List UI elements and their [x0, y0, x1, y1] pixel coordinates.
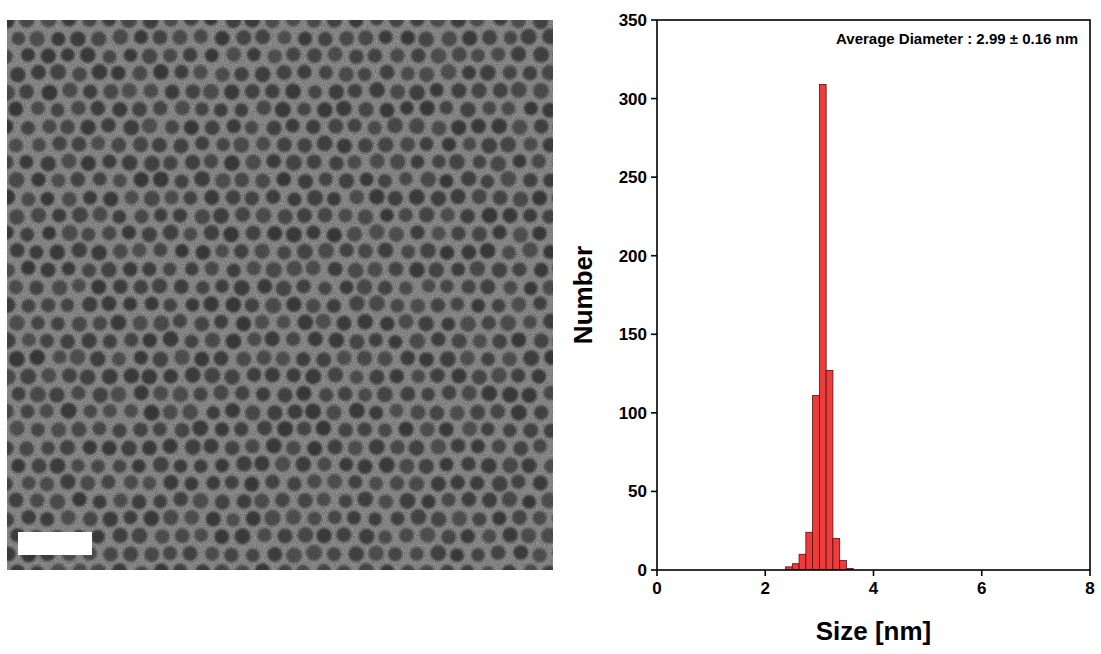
x-axis-title: Size [nm]: [816, 616, 932, 646]
y-tick: [651, 569, 657, 571]
x-tick-label: 8: [1085, 579, 1094, 598]
x-tick-label: 2: [761, 579, 770, 598]
histogram-bar: [840, 561, 847, 570]
plot-frame: [657, 20, 1090, 570]
x-tick: [873, 570, 875, 576]
y-tick: [651, 19, 657, 21]
y-tick-label: 0: [638, 561, 647, 580]
y-tick-label: 350: [619, 11, 647, 30]
y-tick: [651, 255, 657, 257]
y-tick-label: 50: [628, 482, 647, 501]
y-tick-label: 300: [619, 90, 647, 109]
tem-background: [7, 20, 553, 570]
x-tick: [981, 570, 983, 576]
y-tick: [651, 491, 657, 493]
histogram-bar: [813, 396, 820, 570]
y-tick: [651, 176, 657, 178]
histogram-bar: [792, 564, 799, 570]
y-tick: [651, 98, 657, 100]
figure: 0 50 100 150 200 250 300 350 0 2 4 6 8 Size [nm] Numbe…: [0, 0, 1101, 654]
x-tick-label: 6: [977, 579, 986, 598]
y-tick-label: 100: [619, 404, 647, 423]
y-tick: [651, 412, 657, 414]
y-tick-label: 250: [619, 168, 647, 187]
particles: [7, 20, 553, 570]
histogram-bar: [826, 370, 833, 570]
histogram-bar: [806, 532, 813, 570]
x-tick: [1089, 570, 1091, 576]
histogram-bar: [799, 554, 806, 570]
tem-image: [7, 20, 553, 570]
y-tick-label: 200: [619, 247, 647, 266]
x-tick-label: 4: [869, 579, 879, 598]
x-tick: [656, 570, 658, 576]
histogram-bar: [819, 84, 826, 570]
y-tick: [651, 333, 657, 335]
bars: [786, 84, 854, 570]
annotation: Average Diameter : 2.99 ± 0.16 nm: [836, 30, 1078, 47]
y-tick-label: 150: [619, 325, 647, 344]
scale-bar: [18, 532, 92, 555]
y-axis-title: Number: [568, 246, 598, 344]
histogram-bar: [833, 539, 840, 570]
x-tick: [764, 570, 766, 576]
tem-noise: [7, 20, 553, 570]
x-tick-label: 0: [652, 579, 661, 598]
